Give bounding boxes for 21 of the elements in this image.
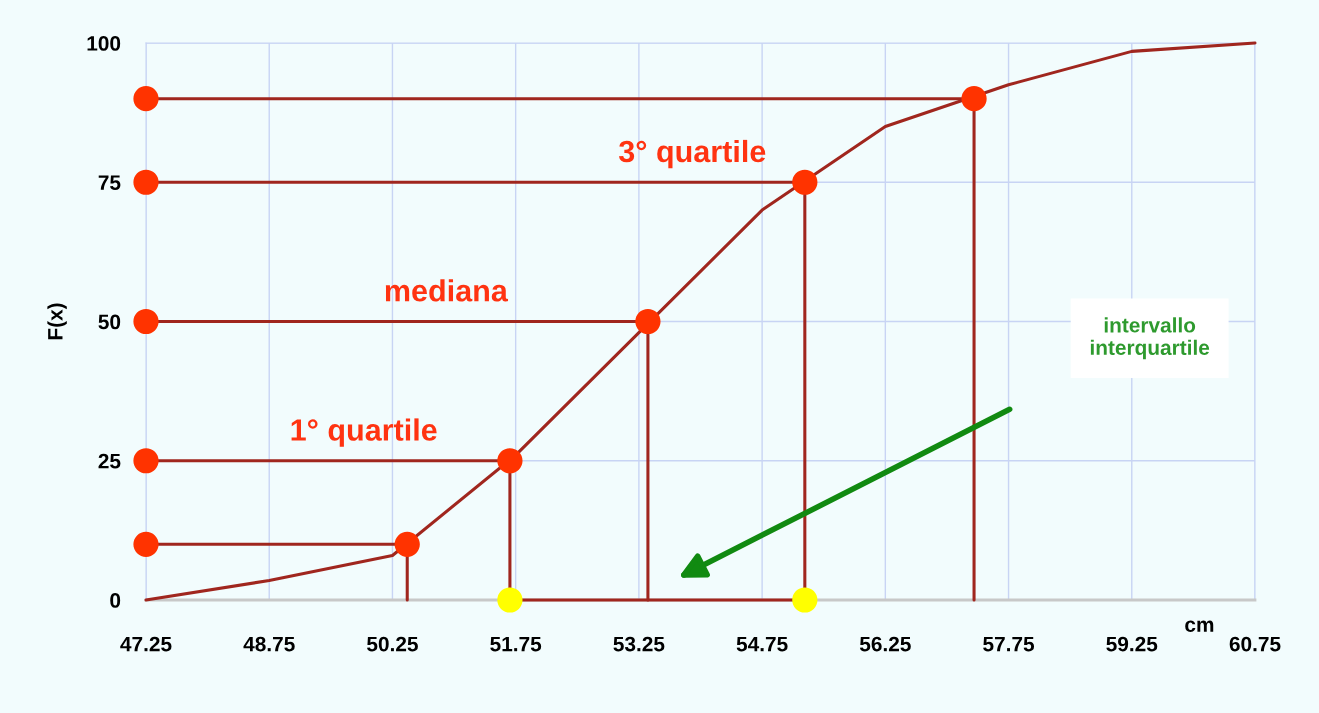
x-tick-label: 60.75 xyxy=(1229,636,1281,652)
y-tick-label: 75 xyxy=(98,175,121,190)
x-tick-label: 54.75 xyxy=(736,636,788,652)
annotation: 1° quartile xyxy=(291,418,437,447)
x-tick-label: 53.25 xyxy=(613,636,665,652)
y-tick-label: 50 xyxy=(98,314,121,330)
annotation: intervallo interquartile xyxy=(1090,317,1210,360)
x-tick-label: 50.25 xyxy=(367,636,418,652)
annotation: mediana xyxy=(385,279,509,302)
x-tick-label: 47.25 xyxy=(120,636,172,652)
y-axis-title: F(x) xyxy=(47,303,67,340)
x-tick-label: 51.75 xyxy=(490,636,542,652)
y-tick-label: 0 xyxy=(110,593,121,608)
x-tick-label: 57.75 xyxy=(983,636,1035,652)
x-tick-label: 48.75 xyxy=(243,636,295,652)
y-tick-label: 25 xyxy=(98,453,121,469)
y-tick-label: 100 xyxy=(87,36,121,51)
x-axis-title: cm xyxy=(1185,620,1214,632)
x-tick-label: 56.25 xyxy=(859,636,911,652)
annotation: 3° quartile xyxy=(618,139,766,169)
x-tick-label: 59.25 xyxy=(1106,636,1158,652)
